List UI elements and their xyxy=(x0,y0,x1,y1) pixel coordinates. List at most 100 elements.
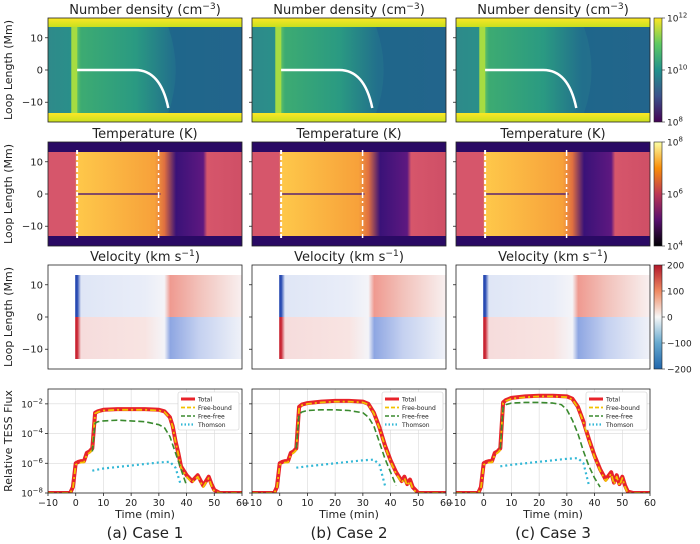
colorbar-tick-base: 10 xyxy=(667,243,679,253)
colorbar-tick-label: 100 xyxy=(667,288,684,298)
velocity-bottom-band xyxy=(48,359,242,369)
series-free-free xyxy=(295,409,397,486)
density-depleted xyxy=(168,27,242,113)
velocity-bottom-band xyxy=(456,359,650,369)
temperature-title: Temperature (K) xyxy=(295,127,401,142)
legend-label: Free-free xyxy=(198,413,225,420)
series-thomson xyxy=(500,457,591,486)
colorbar-tick-label: 200 xyxy=(667,262,684,272)
velocity-title-sup: −1 xyxy=(589,249,602,259)
density-depleted xyxy=(376,27,446,113)
x-tick-label: 50 xyxy=(412,498,424,509)
lightcurve-panel-3: −10 0 10 20 30 40 50 60 Time (min) Total Free-boun… xyxy=(446,388,656,521)
density-title: Number density (cm−3) xyxy=(477,2,629,18)
velocity-ylabel: Loop Length (Mm) xyxy=(2,267,15,367)
lightcurve-frame xyxy=(455,388,651,494)
velocity-top-band xyxy=(48,265,242,275)
case-label: (b) Case 2 xyxy=(310,524,387,542)
velocity-title: Velocity (km s−1) xyxy=(294,249,404,265)
temperature-panel-1: Temperature (K) 10 0 −10 xyxy=(22,127,243,247)
colorbar-tick-exp: 8 xyxy=(678,116,682,124)
series-thomson xyxy=(296,458,387,486)
x-tick-label: −10 xyxy=(38,498,58,509)
legend-label: Free-free xyxy=(402,413,429,420)
velocity-title-end: ) xyxy=(195,250,200,265)
velocity-title-sup: −1 xyxy=(385,249,398,259)
legend-label: Thomson xyxy=(605,422,634,429)
velocity-panel-2: Velocity (km s−1) xyxy=(249,249,447,370)
density-title-end: ) xyxy=(216,3,221,18)
density-front xyxy=(71,27,78,113)
y-tick-label: 10−2 xyxy=(21,397,43,410)
lightcurve-lines xyxy=(48,407,242,493)
y-tick-label: 10−4 xyxy=(21,427,43,440)
colorbar-tick-label: −100 xyxy=(667,340,692,350)
x-tick-label: 50 xyxy=(208,498,220,509)
series-free-free xyxy=(91,419,188,486)
density-heatmap xyxy=(456,18,650,122)
density-title-sup: −3 xyxy=(406,2,420,12)
legend-label: Total xyxy=(605,396,620,403)
density-bottom-band xyxy=(252,113,446,122)
velocity-title-main: Velocity (km s xyxy=(498,250,590,265)
density-heatmap xyxy=(252,18,446,122)
y-tick-label: 10 xyxy=(30,33,43,44)
legend-box xyxy=(585,391,648,431)
temperature-title: Temperature (K) xyxy=(91,127,197,142)
x-tick-label: 30 xyxy=(153,498,165,509)
x-tick-label: 60 xyxy=(236,498,248,509)
velocity-heatmap xyxy=(456,265,650,369)
legend-box xyxy=(381,391,444,431)
y-tick-label: 10−6 xyxy=(21,457,43,470)
series-free-bound xyxy=(252,400,446,493)
lightcurve-lines xyxy=(456,393,650,493)
density-title: Number density (cm−3) xyxy=(273,2,425,18)
lightcurve-ylabel: Relative TESS Flux xyxy=(2,390,15,492)
y-tick-base: 10 xyxy=(21,460,33,470)
temperature-title: Temperature (K) xyxy=(499,127,605,142)
density-top-band xyxy=(252,18,446,27)
temperature-ylabel: Loop Length (Mm) xyxy=(2,144,15,244)
lightcurve-xlabel: Time (min) xyxy=(318,508,379,521)
temperature-bottom-band xyxy=(48,236,242,246)
velocity-top-band xyxy=(252,265,446,275)
velocity-title-main: Velocity (km s xyxy=(90,250,182,265)
velocity-title-end: ) xyxy=(603,250,608,265)
y-tick-exp: −4 xyxy=(33,427,44,435)
y-tick-base: 10 xyxy=(21,490,33,500)
density-bottom-band xyxy=(456,113,650,122)
legend-box xyxy=(177,391,240,431)
density-panel-2: Number density (cm−3) xyxy=(249,2,447,123)
lightcurve-panel-2: −10 0 10 20 30 40 50 60 Time (min) Total Free-boun… xyxy=(242,388,452,521)
density-panel-1: Number density (cm−3) 10 0 −10 xyxy=(22,2,243,123)
density-title-sup: −3 xyxy=(202,2,216,12)
colorbar-tick-base: 10 xyxy=(667,139,679,149)
density-bottom-band xyxy=(48,113,242,122)
velocity-quiet xyxy=(252,265,280,369)
x-tick-label: 0 xyxy=(481,498,487,509)
temperature-heatmap xyxy=(456,142,650,246)
colorbar-tick-exp: 6 xyxy=(678,188,683,196)
y-tick-base: 10 xyxy=(21,430,33,440)
x-tick-label: −10 xyxy=(242,498,262,509)
velocity-top-band xyxy=(456,265,650,275)
velocity-title-main: Velocity (km s xyxy=(294,250,386,265)
legend-label: Free-bound xyxy=(606,405,640,412)
y-tick-label: 10 xyxy=(30,280,43,291)
temperature-top-band xyxy=(252,142,446,152)
lightcurve-xlabel: Time (min) xyxy=(522,508,583,521)
velocity-title: Velocity (km s−1) xyxy=(90,249,200,265)
case-label: (a) Case 1 xyxy=(107,524,184,542)
lightcurve-frame xyxy=(251,388,447,494)
colorbar-tick-label: 106 xyxy=(667,188,683,201)
colorbar-tick-exp: 10 xyxy=(678,64,687,72)
velocity-panel-1: Velocity (km s−1) 10 0 −10 xyxy=(22,249,243,370)
colorbar-tick-base: 10 xyxy=(667,67,679,77)
temperature-colorbar xyxy=(653,141,663,247)
lightcurve-lines xyxy=(252,398,446,493)
case-label: (c) Case 3 xyxy=(515,524,591,542)
x-tick-label: −10 xyxy=(446,498,466,509)
